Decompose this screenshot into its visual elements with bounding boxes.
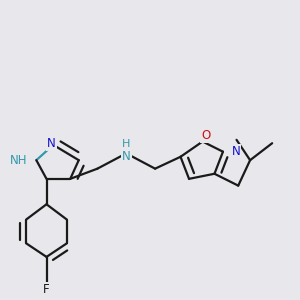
Text: N: N <box>231 145 240 158</box>
Text: N: N <box>47 137 56 150</box>
Text: F: F <box>43 283 50 296</box>
Text: NH: NH <box>10 154 28 167</box>
Text: H: H <box>122 139 130 149</box>
Text: N: N <box>122 150 130 163</box>
Text: O: O <box>201 129 211 142</box>
